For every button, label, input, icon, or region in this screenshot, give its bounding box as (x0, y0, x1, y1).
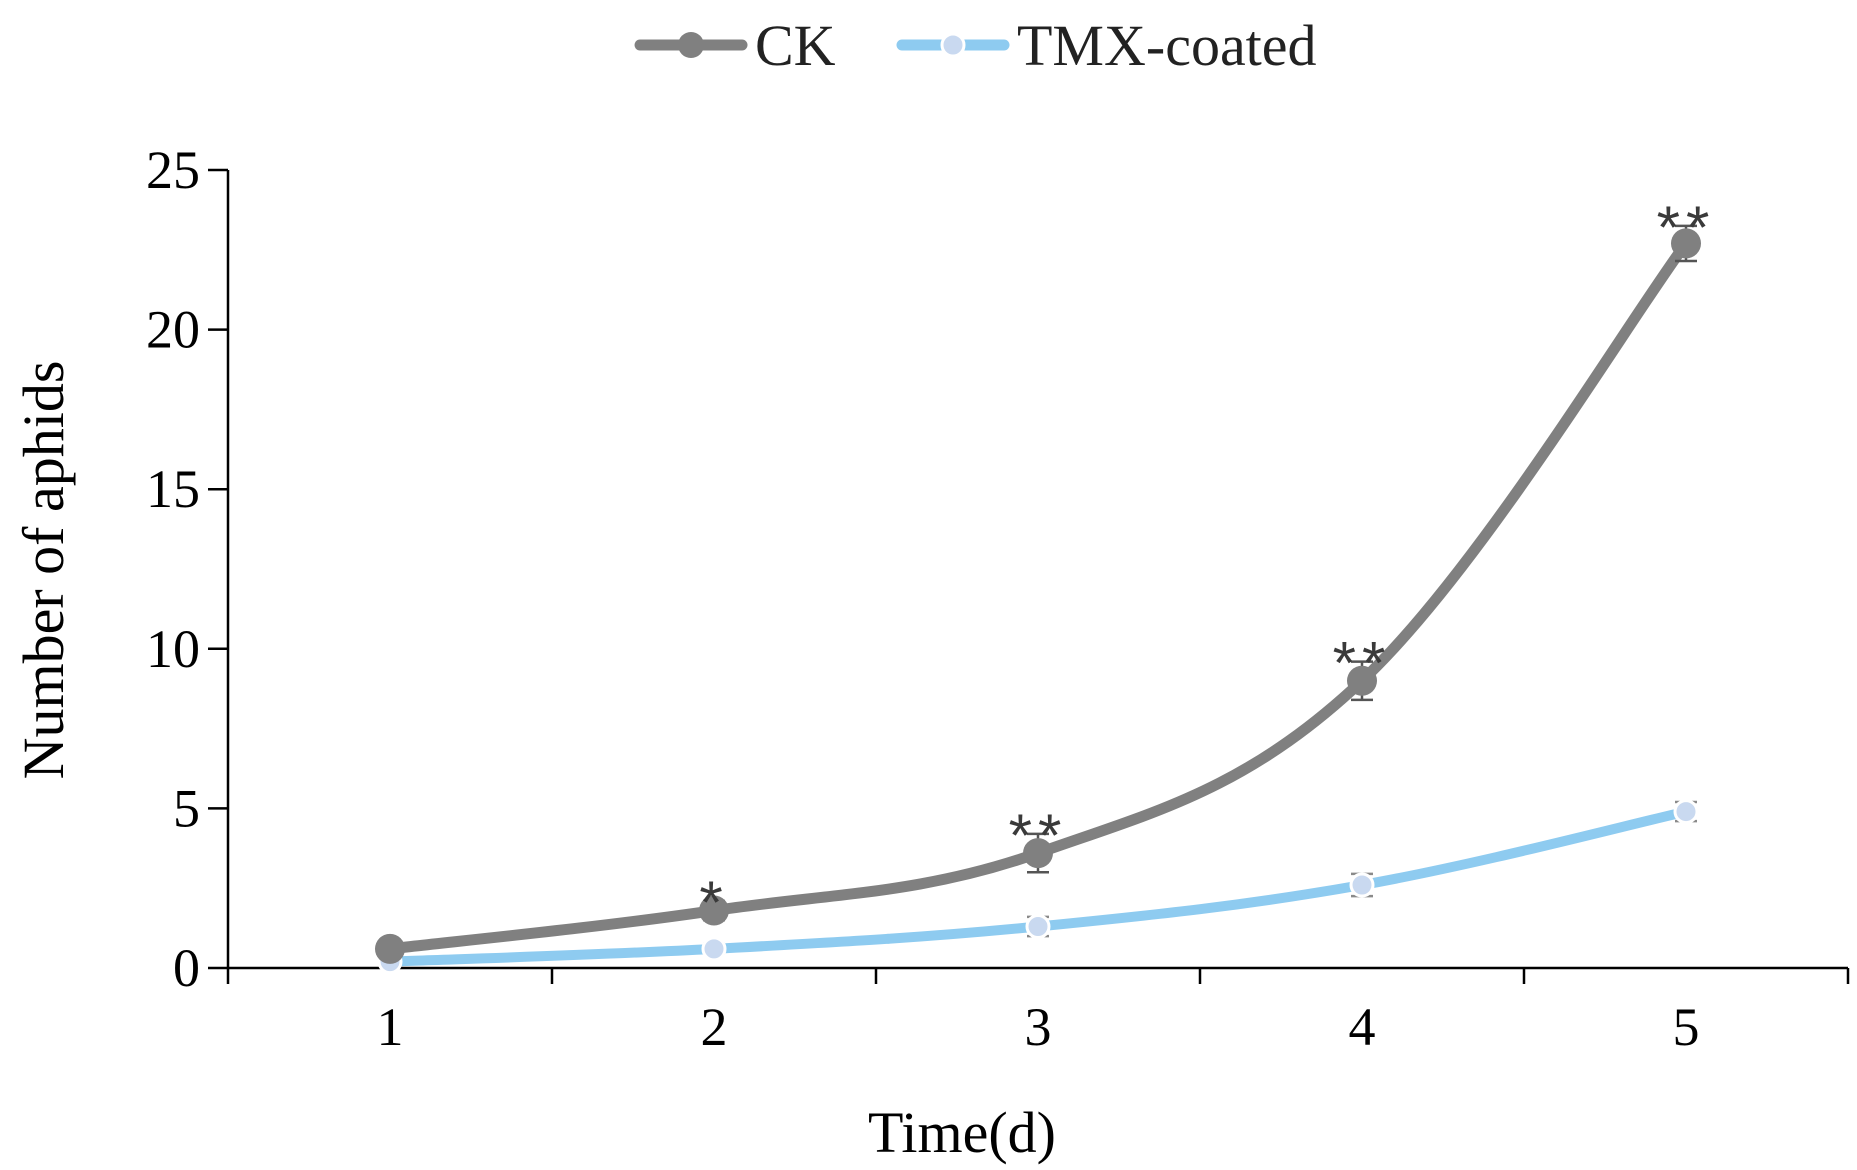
x-tick-label: 3 (1025, 997, 1052, 1057)
x-ticks: 1 2 3 4 5 (226, 968, 1850, 1057)
data-point-ck (375, 933, 405, 964)
legend-tmx-label: TMX-coated (1017, 13, 1317, 78)
series-ck (375, 224, 1701, 964)
legend: CK TMX-coated (634, 13, 1317, 78)
x-tick-label: 2 (701, 997, 728, 1057)
y-tick-label: 5 (173, 778, 200, 838)
x-axis-title: Time(d) (868, 1100, 1056, 1165)
series-tmx-coated (377, 799, 1699, 975)
data-point-ck (1347, 665, 1377, 696)
data-point-tmx-coated (1673, 799, 1699, 825)
data-point-tmx-coated (701, 936, 727, 962)
data-point-tmx-coated (1349, 872, 1375, 898)
y-tick-label: 25 (146, 140, 200, 200)
y-axis-title: Number of aphids (11, 361, 76, 780)
significance-label: ** (1333, 630, 1392, 697)
significance-label: ** (1657, 194, 1716, 261)
y-tick-label: 10 (146, 619, 200, 679)
data-point-tmx-coated (1025, 914, 1051, 940)
series-line-ck (384, 237, 1692, 955)
y-tick-label: 15 (146, 459, 200, 519)
y-tick-label: 20 (146, 300, 200, 360)
x-tick-label: 5 (1673, 997, 1700, 1057)
legend-item-tmx-coated[interactable]: TMX-coated (896, 13, 1317, 78)
legend-tmx-marker (940, 32, 966, 58)
data-point-ck (1023, 838, 1053, 869)
significance-label: ** (1009, 802, 1068, 869)
legend-item-ck[interactable]: CK (634, 13, 836, 78)
axes: 0 5 10 15 20 25 1 2 3 4 5 (146, 140, 1850, 1057)
y-tick-label: 0 (173, 938, 200, 998)
data-point-ck (1671, 228, 1701, 259)
x-tick-label: 4 (1349, 997, 1376, 1057)
plot-series (375, 224, 1701, 975)
y-ticks: 0 5 10 15 20 25 (146, 140, 228, 998)
x-tick-label: 1 (377, 997, 404, 1057)
significance-annotations: ******* (699, 194, 1716, 936)
significance-label: * (699, 869, 728, 936)
data-point-ck (699, 895, 729, 926)
legend-ck-marker (678, 32, 704, 58)
legend-ck-label: CK (755, 13, 836, 78)
